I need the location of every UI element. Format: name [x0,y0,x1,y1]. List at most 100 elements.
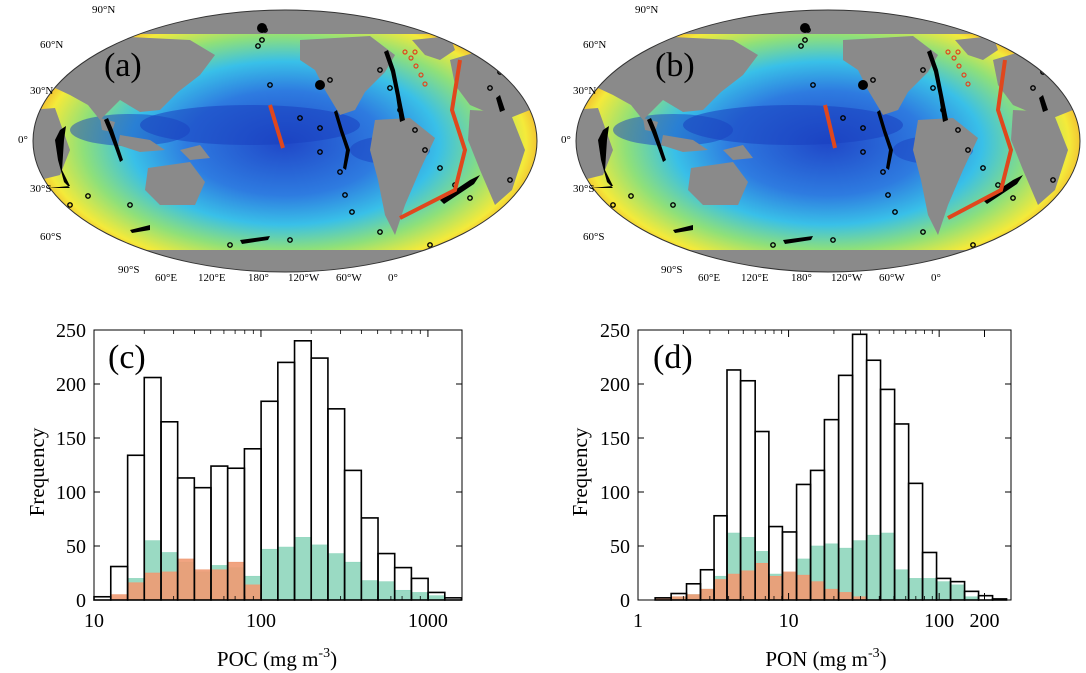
histogram-bar-subset [782,571,797,601]
lat-label: 90°N [635,4,658,16]
y-axis-title: Frequency [568,427,592,516]
histogram-bars [93,339,463,601]
map-panel-a: (a) 90°N 60°N 30°N 0° 30°S 60°S 90°S 60°… [18,4,538,284]
lon-label: 0° [388,272,398,284]
histogram-bar-subset [713,579,728,601]
histogram-bar-subset [810,581,825,601]
x-tick-label: 100 [246,610,276,632]
map-frame [575,9,1081,273]
histogram-bar-subset [880,532,895,601]
y-tick-label: 0 [76,590,86,612]
lat-label: 0° [18,134,28,146]
histogram-panel-d: 0 50 100 150 200 250 1 10 100 200 (d) PON (mg m-3… [568,320,1012,671]
histogram-bar-subset [160,571,178,601]
y-tick-label: 50 [66,536,86,558]
lon-label: 0° [931,272,941,284]
histogram-bar-subset [143,572,162,601]
histogram-bar-subset [277,546,295,601]
histogram-bar-subset [327,553,345,601]
y-tick-label: 150 [600,428,630,450]
x-axis-title: POC (mg m-3) [217,646,337,671]
histogram-bar-subset [411,592,429,601]
histogram-bar-subset [824,588,839,601]
histogram-bar-subset [177,558,195,601]
lat-label: 0° [561,134,571,146]
sample-tracks-black [591,23,1048,244]
y-tick-label: 0 [620,590,630,612]
y-tick-label: 100 [56,482,86,504]
axes-frame [93,329,463,601]
lat-label: 60°N [583,39,606,51]
lat-label: 90°S [118,264,140,276]
map-panel-b: (b) 90°N 60°N 30°N 0° 30°S 60°S 90°S 60°… [561,4,1081,284]
y-tick-label: 250 [56,320,86,342]
histogram-bar-subset [194,569,212,601]
histogram-bar-subset [294,537,312,601]
histogram-bar-subset [686,594,701,601]
lon-label: 60°E [698,272,720,284]
panel-label-d: (d) [653,339,693,376]
histogram-bar-all [977,594,994,601]
y-tick-label: 50 [610,536,630,558]
histogram-bar-subset [394,589,412,601]
lat-label: 60°N [40,39,63,51]
x-tick-label: 10 [84,610,104,632]
histogram-bar-subset [260,548,279,601]
y-tick-label: 150 [56,428,86,450]
lon-label: 120°W [831,272,863,284]
lat-label: 60°S [40,231,62,243]
lon-label: 180° [791,272,812,284]
histogram-bar-subset [110,594,128,601]
x-tick-label: 1000 [408,610,448,632]
y-tick-label: 100 [600,482,630,504]
histogram-bar-subset [768,575,783,601]
histogram-bar-subset [344,561,362,601]
histogram-bar-subset [227,561,245,601]
lon-label: 60°E [155,272,177,284]
lon-label: 120°E [198,272,226,284]
lon-label: 120°E [741,272,769,284]
panel-label-c: (c) [108,339,146,376]
histogram-bar-subset [127,582,145,601]
x-tick-label: 10 [779,610,799,632]
lon-label: 180° [248,272,269,284]
lon-label: 60°W [336,272,362,284]
lat-label: 30°S [573,183,595,195]
lat-label: 30°N [573,85,596,97]
histogram-bar-subset [377,581,396,601]
histogram-bar-subset [700,588,715,601]
histogram-panel-c: 0 50 100 150 200 250 10 100 1000 (c) POC (mg m-3… [25,320,463,671]
lat-label: 60°S [583,231,605,243]
lon-label: 120°W [288,272,320,284]
histogram-bar-subset [796,574,811,601]
y-tick-label: 250 [600,320,630,342]
sample-tracks-orange [268,49,468,220]
lat-label: 30°S [30,183,52,195]
y-axis-title: Frequency [25,427,49,516]
x-tick-label: 1 [633,610,643,632]
histogram-bar-subset [310,544,329,601]
panel-label-b: (b) [655,47,695,84]
lat-label: 90°S [661,264,683,276]
histogram-bar-subset [838,592,853,601]
panel-label-a: (a) [104,47,142,84]
sample-tracks-black [48,23,505,244]
axes-frame [637,329,1012,601]
histogram-bar-subset [361,580,379,601]
histogram-bar-subset [950,584,965,601]
histogram-bars [654,333,1008,601]
axis-ticks: 0 50 100 150 200 250 10 100 1000 [56,320,462,632]
histogram-bar-subset [936,581,951,601]
lon-label: 60°W [879,272,905,284]
sample-tracks-orange [823,49,1014,220]
histogram-bar-subset [210,569,228,601]
map-frame [32,9,538,273]
y-tick-label: 200 [600,374,630,396]
lat-label: 30°N [30,85,53,97]
histogram-bar-subset [244,584,262,601]
histogram-bar-subset [740,570,756,601]
axis-ticks: 0 50 100 150 200 250 1 10 100 200 [600,320,1011,632]
histogram-bar-subset [754,562,770,601]
x-tick-label: 100 [924,610,954,632]
y-tick-label: 200 [56,374,86,396]
